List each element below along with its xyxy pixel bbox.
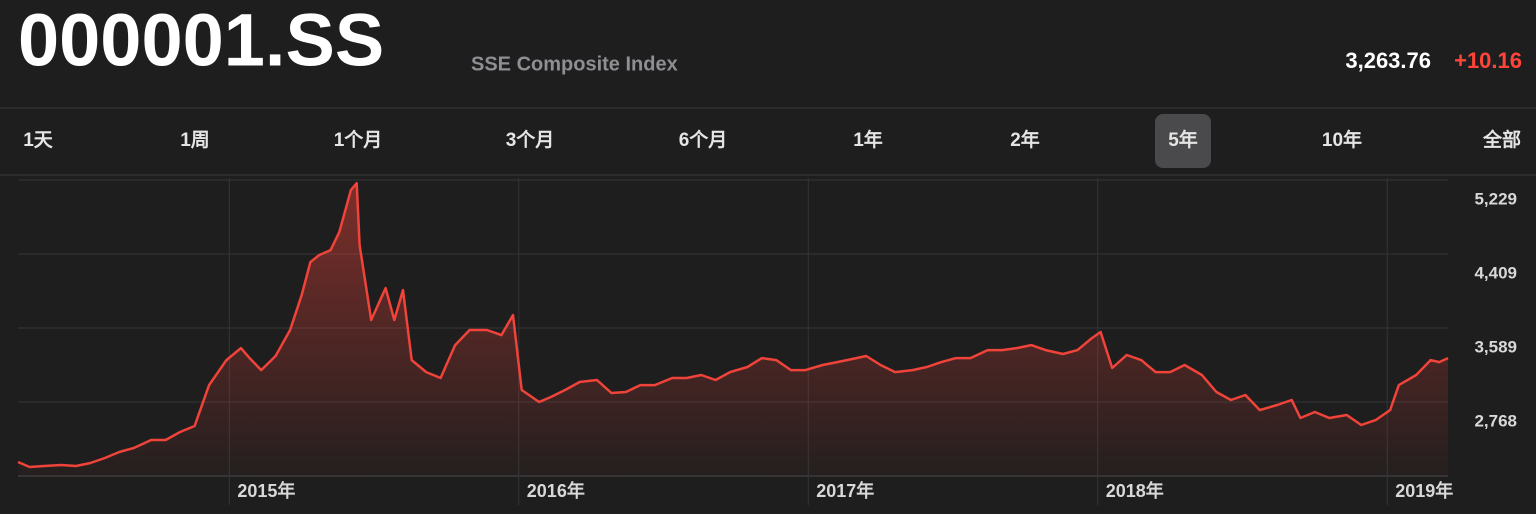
symbol: 000001.SS <box>18 0 384 82</box>
y-tick-label: 5,229 <box>1474 189 1517 208</box>
range-tab[interactable]: 5年 <box>1168 128 1198 151</box>
range-tab[interactable]: 1个月 <box>334 129 383 151</box>
price-line <box>17 181 1449 469</box>
area-fill <box>18 183 1448 476</box>
x-tick-label: 2019年 <box>1395 480 1453 501</box>
chart: 5,229 4,409 3,589 2,768 2015年 2016年 2017年 2018年… <box>17 178 1517 505</box>
index-name: SSE Composite Index <box>471 53 678 75</box>
range-tab[interactable]: 2年 <box>1010 128 1040 151</box>
price: 3,263.76 <box>1345 48 1431 73</box>
range-tabs: 1天 1周 1个月 3个月 6个月 1年 2年 5年 10年 全部 <box>23 114 1521 168</box>
x-tick-label: 2016年 <box>527 480 585 501</box>
range-tab[interactable]: 1年 <box>853 128 883 151</box>
change: +10.16 <box>1454 48 1522 73</box>
range-tab[interactable]: 1周 <box>180 129 210 151</box>
y-tick-label: 2,768 <box>1474 412 1517 431</box>
range-tab[interactable]: 10年 <box>1322 128 1362 151</box>
y-tick-label: 4,409 <box>1474 263 1517 282</box>
range-tab[interactable]: 6个月 <box>679 129 728 151</box>
x-tick-label: 2017年 <box>816 480 874 501</box>
selected-tab-bg <box>1155 114 1211 168</box>
x-tick-label: 2018年 <box>1106 480 1164 501</box>
range-tab[interactable]: 3个月 <box>506 129 555 151</box>
x-tick-label: 2015年 <box>237 480 295 501</box>
y-tick-label: 3,589 <box>1474 337 1517 356</box>
range-tab[interactable]: 1天 <box>23 130 54 151</box>
range-tab[interactable]: 全部 <box>1482 128 1521 151</box>
